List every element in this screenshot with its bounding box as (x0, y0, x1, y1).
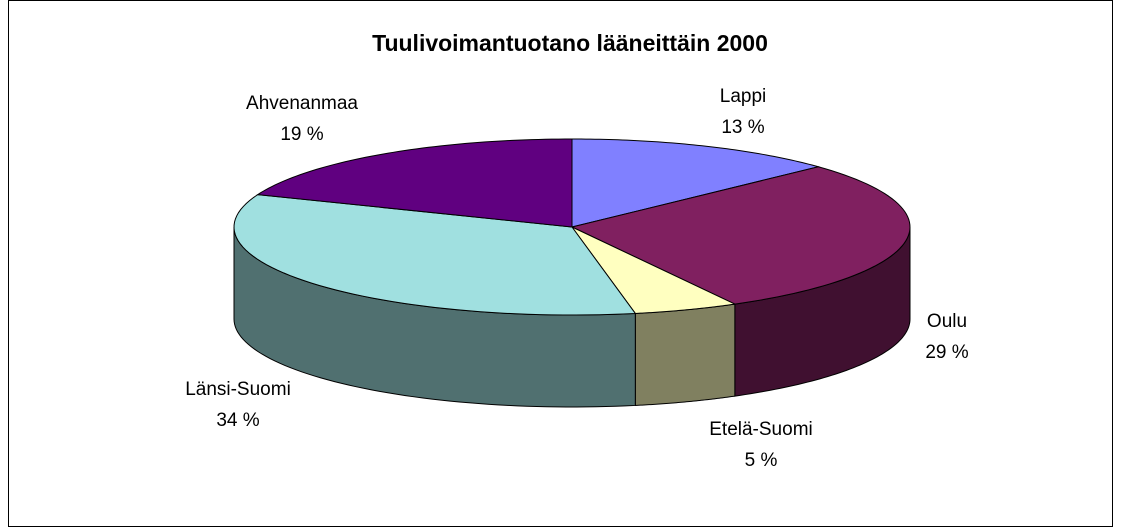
chart-title: Tuulivoimantuotano lääneittäin 2000 (372, 30, 768, 56)
pie-slice (256, 138, 573, 228)
slice-value-label: 29 % (925, 342, 968, 363)
slice-value-label: 5 % (745, 450, 778, 471)
slice-value-label: 13 % (721, 117, 764, 138)
slice-label: Etelä-Suomi (709, 419, 813, 440)
slice-value-label: 19 % (280, 124, 323, 145)
slice-label: Oulu (927, 311, 967, 332)
pie-slice (233, 194, 637, 316)
slice-value-label: 34 % (216, 410, 259, 431)
slice-label: Länsi-Suomi (185, 379, 291, 400)
pie-slice (571, 226, 737, 314)
slice-label: Lappi (720, 86, 767, 107)
slice-label: Ahvenanmaa (246, 93, 358, 114)
pie-side (634, 303, 736, 406)
pie-slice (571, 138, 821, 228)
pie-slice (570, 166, 911, 305)
